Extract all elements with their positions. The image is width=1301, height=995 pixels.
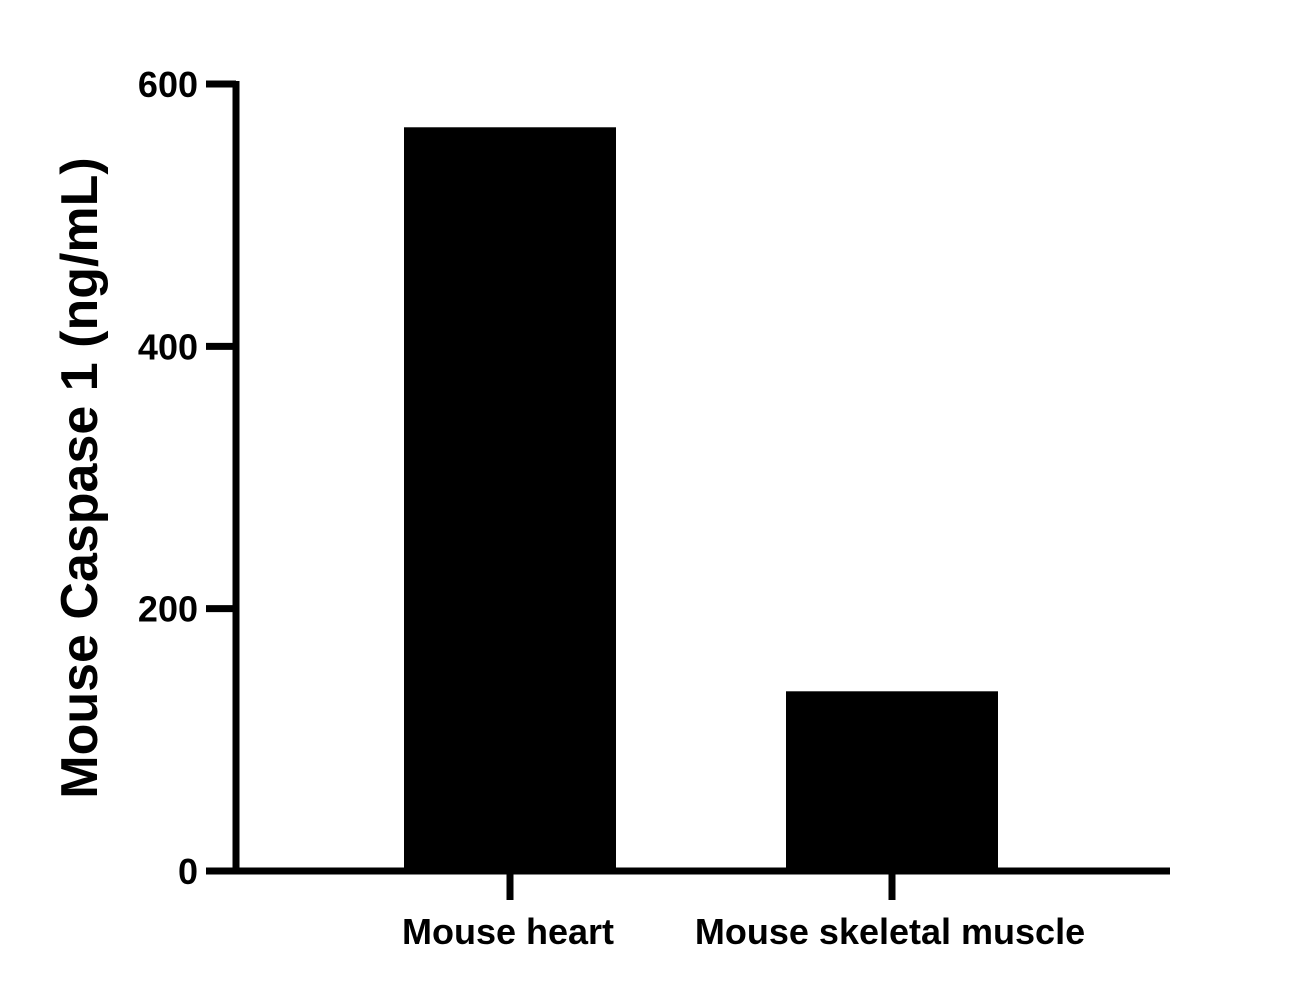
y-tick-label: 0 [178, 851, 198, 892]
axes-layer [206, 81, 1170, 875]
y-tick-label: 400 [138, 326, 198, 367]
x-category-label: Mouse heart [402, 911, 614, 952]
bar-1 [404, 127, 616, 871]
y-tick-label: 200 [138, 589, 198, 630]
x-category-layer: Mouse heart Mouse skeletal muscle [402, 871, 1085, 952]
x-category-label: Mouse skeletal muscle [695, 911, 1085, 952]
bars-layer [404, 127, 998, 871]
y-ticks-layer: 0 200 400 600 [138, 64, 236, 892]
y-tick-label: 600 [138, 64, 198, 105]
y-axis-title: Mouse Caspase 1 (ng/mL) [51, 157, 109, 798]
bar-2 [786, 691, 998, 871]
